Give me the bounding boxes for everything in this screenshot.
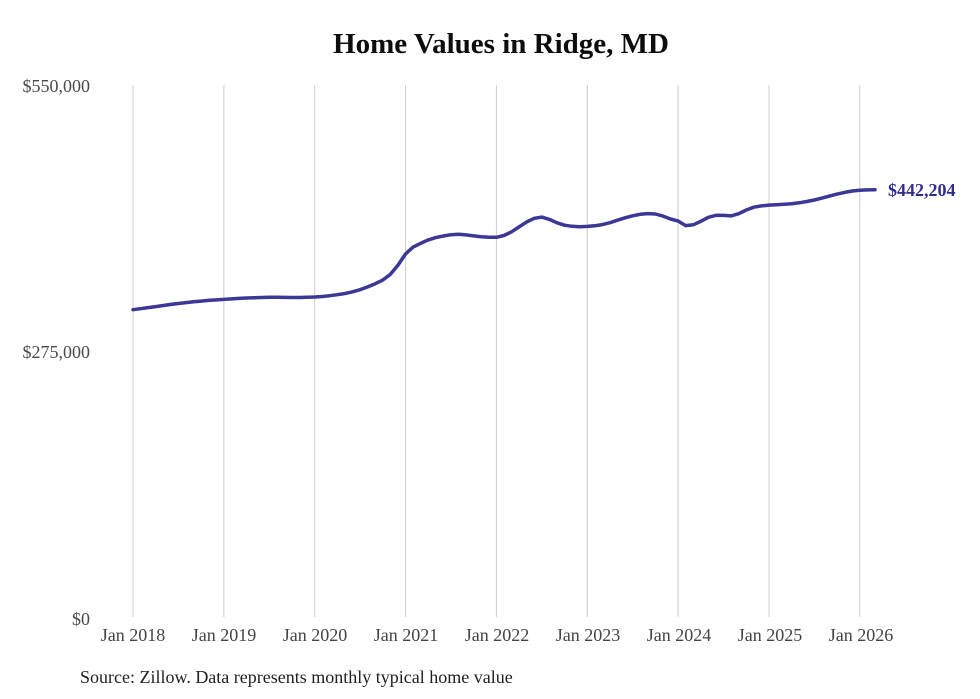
x-tick-jan-2025: Jan 2025: [738, 625, 803, 645]
x-tick-jan-2022: Jan 2022: [465, 625, 530, 645]
latest-value-label: $442,204: [888, 180, 956, 200]
year-gridlines: [132, 85, 861, 617]
y-tick-550000: $550,000: [23, 76, 91, 96]
y-tick-0: $0: [72, 609, 90, 629]
x-tick-jan-2026: Jan 2026: [829, 625, 894, 645]
x-tick-jan-2024: Jan 2024: [647, 625, 712, 645]
source-note: Source: Zillow. Data represents monthly …: [80, 667, 513, 687]
y-tick-275000: $275,000: [23, 342, 91, 362]
chart-title: Home Values in Ridge, MD: [333, 28, 669, 60]
x-tick-jan-2019: Jan 2019: [192, 625, 257, 645]
y-axis-tick-labels: $550,000 $275,000 $0: [23, 76, 91, 629]
x-axis-tick-labels: Jan 2018 Jan 2019 Jan 2020 Jan 2021 Jan …: [101, 625, 894, 645]
x-tick-jan-2021: Jan 2021: [374, 625, 439, 645]
x-tick-jan-2020: Jan 2020: [283, 625, 348, 645]
x-tick-jan-2023: Jan 2023: [556, 625, 621, 645]
x-tick-jan-2018: Jan 2018: [101, 625, 166, 645]
home-value-line: [131, 187, 877, 312]
